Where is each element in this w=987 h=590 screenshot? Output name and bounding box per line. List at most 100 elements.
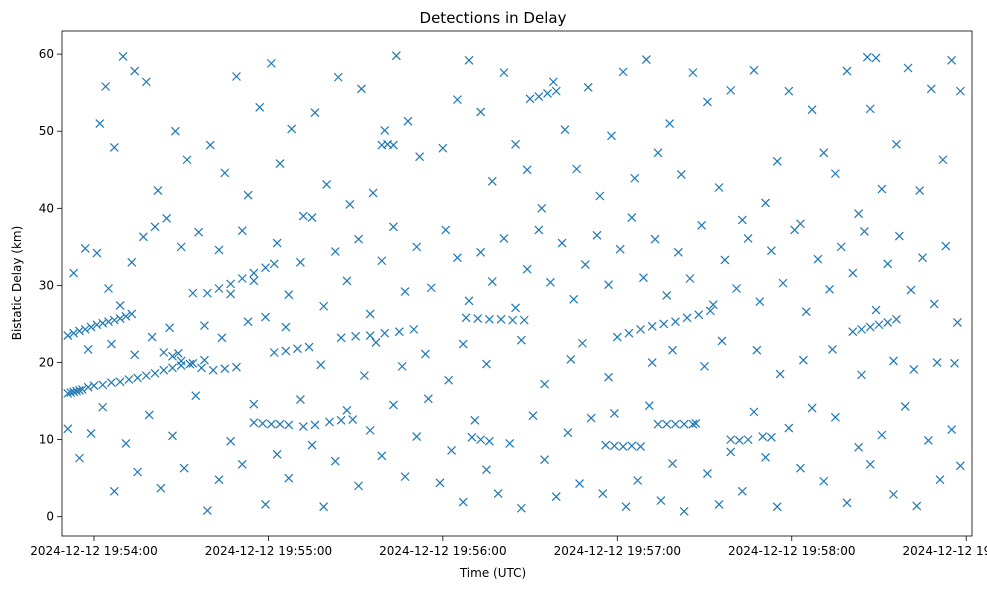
data-point bbox=[101, 82, 111, 91]
data-point bbox=[423, 394, 433, 404]
data-point bbox=[249, 418, 259, 428]
data-point bbox=[743, 233, 753, 243]
data-point bbox=[182, 155, 192, 165]
data-point bbox=[275, 419, 285, 429]
data-point bbox=[63, 388, 73, 398]
data-point bbox=[168, 351, 177, 361]
data-point bbox=[688, 419, 698, 429]
data-point bbox=[857, 370, 866, 380]
data-point bbox=[365, 425, 375, 435]
data-point bbox=[438, 143, 448, 153]
data-point bbox=[906, 285, 916, 295]
data-point bbox=[624, 328, 634, 338]
data-point bbox=[734, 435, 744, 445]
data-point bbox=[819, 148, 829, 158]
data-point bbox=[627, 213, 637, 223]
data-point bbox=[546, 277, 555, 287]
data-point bbox=[842, 498, 852, 508]
data-point bbox=[618, 442, 628, 451]
data-point bbox=[121, 311, 131, 321]
data-point bbox=[200, 355, 209, 365]
data-point bbox=[947, 425, 957, 435]
data-point bbox=[107, 339, 116, 349]
data-point bbox=[668, 459, 677, 468]
data-point bbox=[179, 463, 189, 473]
data-point bbox=[476, 435, 486, 445]
data-point bbox=[772, 502, 782, 512]
data-point bbox=[389, 222, 398, 232]
data-point bbox=[176, 242, 186, 252]
data-point bbox=[636, 324, 645, 334]
data-point bbox=[470, 415, 480, 425]
data-point bbox=[153, 186, 163, 196]
data-point bbox=[609, 408, 619, 418]
data-point bbox=[877, 430, 887, 440]
data-point bbox=[389, 400, 398, 410]
data-point bbox=[304, 342, 314, 352]
data-point bbox=[115, 301, 125, 310]
data-point bbox=[261, 263, 270, 273]
data-point bbox=[749, 407, 759, 417]
data-point bbox=[830, 412, 840, 422]
data-point bbox=[426, 283, 436, 293]
data-point bbox=[202, 506, 212, 515]
data-point bbox=[621, 502, 631, 512]
data-point bbox=[487, 277, 497, 286]
data-point bbox=[932, 358, 942, 367]
data-point bbox=[92, 248, 102, 258]
data-point bbox=[865, 322, 875, 332]
data-point bbox=[345, 200, 355, 209]
data-point bbox=[682, 313, 692, 323]
data-point bbox=[630, 173, 640, 183]
data-point bbox=[484, 436, 494, 446]
data-point bbox=[714, 183, 724, 192]
data-point bbox=[467, 432, 477, 442]
data-point bbox=[83, 382, 93, 392]
data-point bbox=[580, 260, 590, 270]
data-point bbox=[322, 180, 331, 189]
data-point bbox=[703, 469, 712, 478]
data-point bbox=[310, 420, 320, 430]
data-point bbox=[923, 435, 933, 445]
data-point bbox=[214, 245, 224, 255]
data-point bbox=[380, 328, 390, 338]
data-point bbox=[778, 278, 788, 288]
data-point bbox=[592, 230, 602, 240]
data-point bbox=[572, 164, 582, 174]
data-point bbox=[284, 473, 294, 483]
data-point bbox=[284, 420, 294, 430]
data-point bbox=[380, 126, 390, 135]
data-point bbox=[310, 108, 320, 118]
data-point bbox=[650, 234, 660, 244]
data-point bbox=[272, 449, 282, 459]
data-point bbox=[703, 97, 712, 107]
data-point bbox=[150, 368, 160, 378]
data-point bbox=[708, 300, 718, 310]
data-point bbox=[732, 284, 741, 293]
data-point bbox=[950, 358, 959, 368]
data-point bbox=[357, 84, 366, 94]
data-point bbox=[516, 503, 526, 513]
data-point bbox=[700, 361, 709, 371]
data-point bbox=[796, 463, 805, 473]
data-point bbox=[726, 435, 736, 445]
data-point bbox=[298, 422, 308, 431]
x-tick-label: 2024-12-12 19:55:00 bbox=[205, 544, 332, 558]
data-point bbox=[284, 290, 294, 300]
data-point bbox=[909, 365, 919, 374]
data-point bbox=[351, 331, 361, 341]
data-point bbox=[752, 345, 762, 355]
chart-title: Detections in Delay bbox=[420, 9, 567, 27]
data-point bbox=[115, 377, 125, 387]
data-point bbox=[525, 94, 535, 104]
data-point bbox=[176, 361, 186, 371]
data-point bbox=[130, 350, 140, 360]
data-point bbox=[130, 66, 140, 76]
data-point bbox=[226, 436, 236, 446]
data-point bbox=[522, 264, 532, 274]
data-point bbox=[540, 455, 550, 465]
data-point bbox=[857, 324, 866, 334]
data-point bbox=[127, 309, 137, 319]
data-point bbox=[563, 428, 573, 438]
